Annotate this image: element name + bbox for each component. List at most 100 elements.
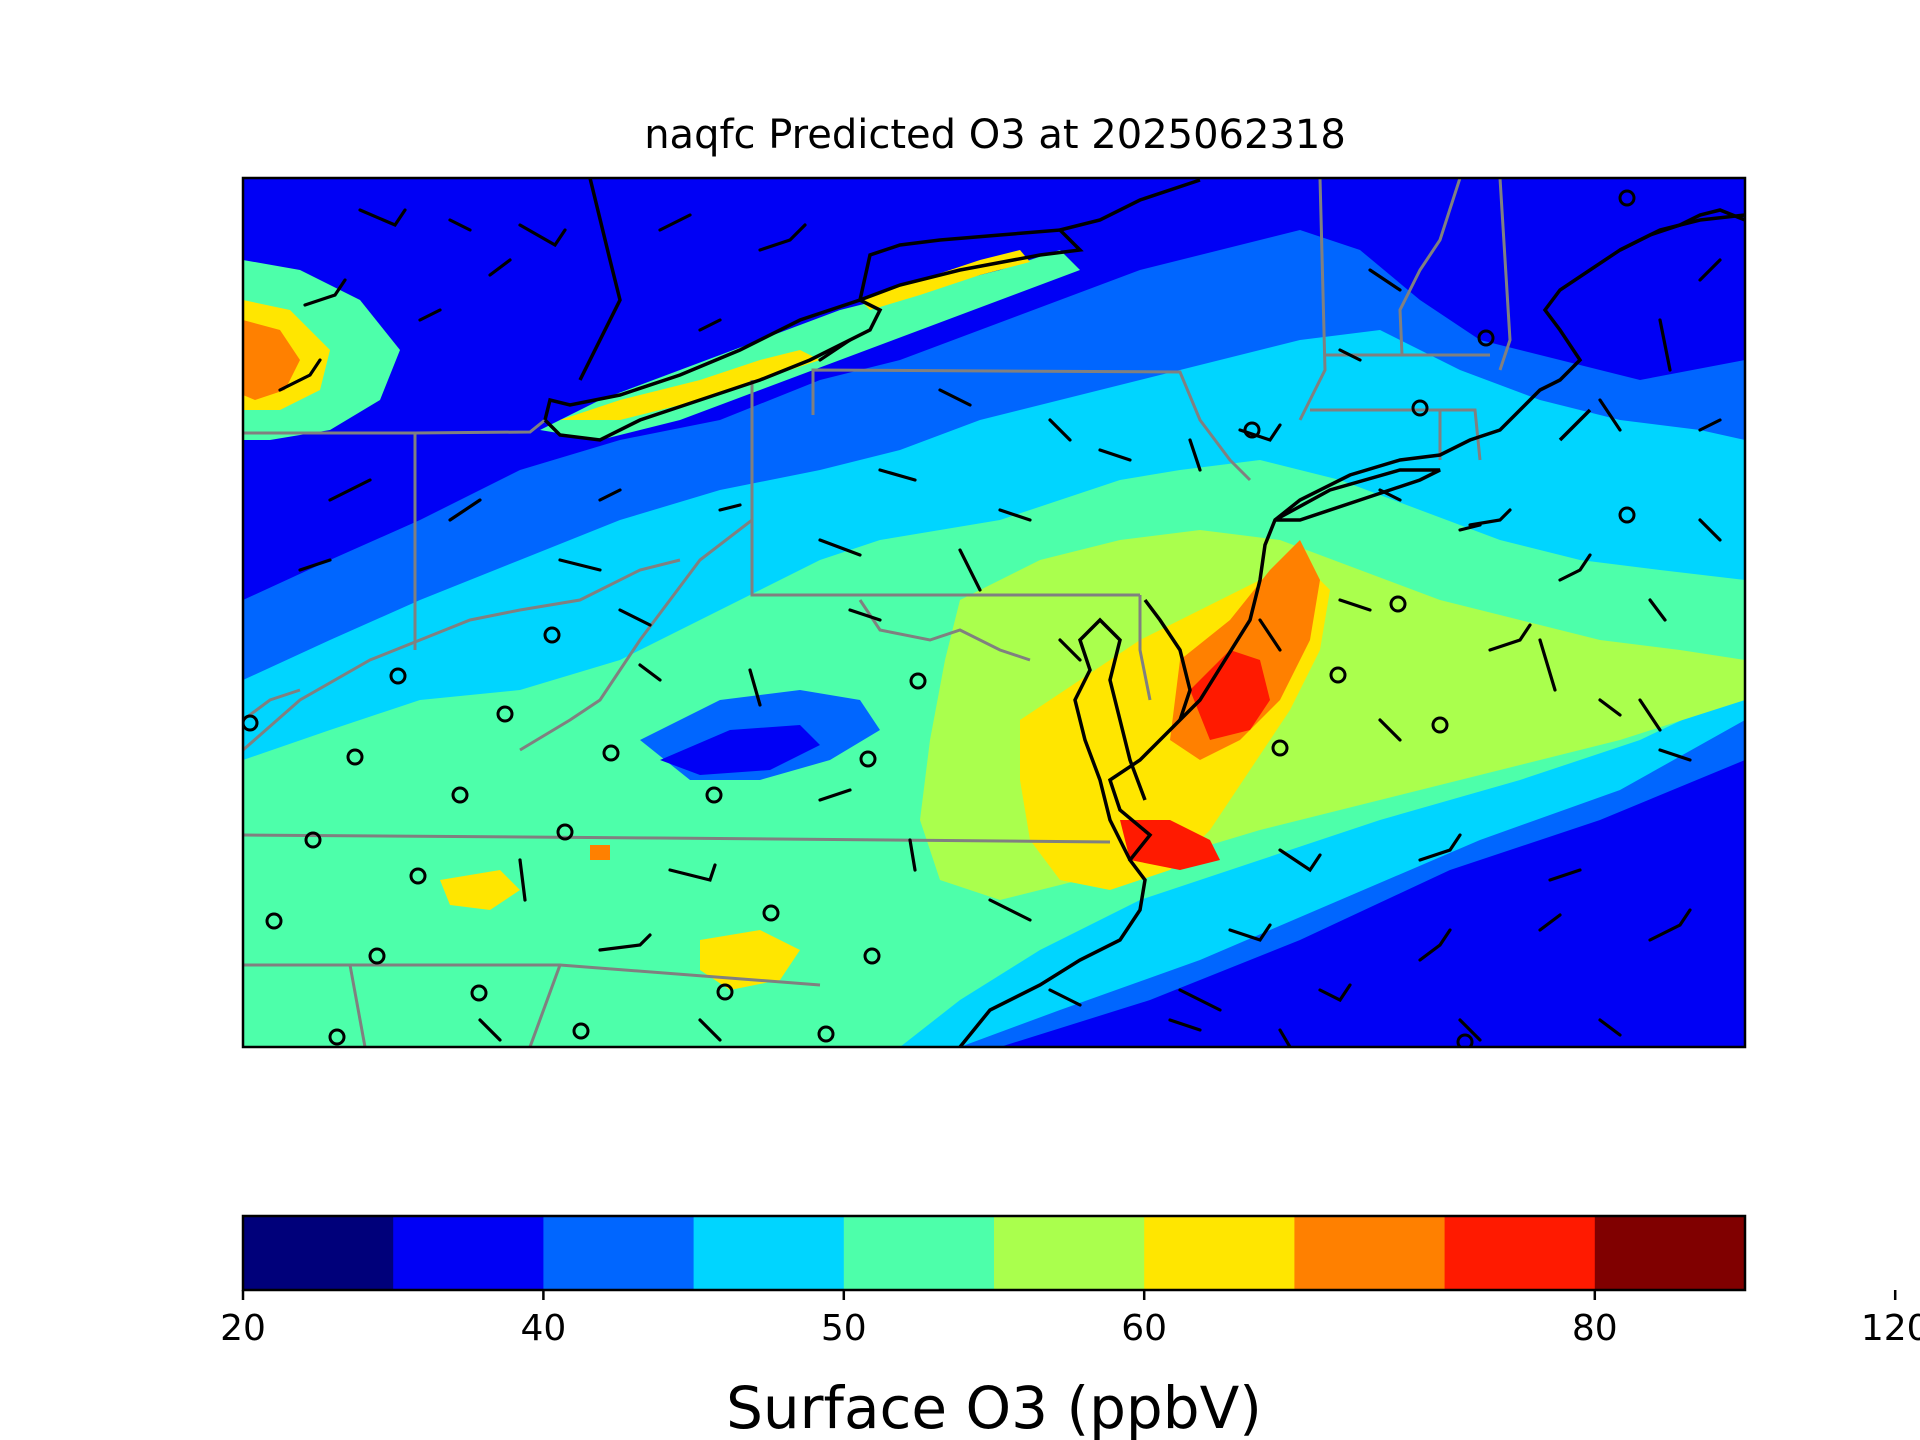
wind-barb: [848, 608, 882, 622]
wind-barb: [1598, 1018, 1622, 1037]
colorbar-segment: [243, 1216, 394, 1290]
wind-barbs: [278, 208, 1722, 1047]
calm-marker: [496, 705, 514, 723]
colorbar-segment: [1444, 1216, 1596, 1290]
calm-marker: [1411, 399, 1429, 417]
colorbar-tick-label: 50: [821, 1308, 867, 1349]
calm-marker: [1456, 1033, 1474, 1047]
ozone-field-region: [560, 350, 820, 420]
wind-barb: [1698, 258, 1722, 282]
calm-marker: [762, 904, 780, 922]
wind-barb: [1098, 448, 1132, 462]
chesapeake-bay-shore: [1073, 617, 1147, 861]
wind-barb: [1188, 438, 1202, 472]
calm-marker: [368, 947, 386, 965]
calm-marker: [409, 867, 427, 885]
state-border: [858, 599, 1031, 662]
wind-barb: [1048, 988, 1082, 1007]
wind-barb: [1548, 868, 1582, 882]
calm-marker: [543, 626, 561, 644]
calm-marker: [328, 1028, 346, 1046]
calm-marker: [863, 947, 881, 965]
wind-barb: [618, 608, 652, 627]
wind-barb: [1658, 318, 1672, 372]
ozone-field: [243, 230, 1745, 1047]
wind-barb: [1648, 598, 1667, 622]
long-island-shore: [1274, 468, 1441, 522]
state-border: [243, 833, 1111, 844]
wind-barb: [1228, 923, 1272, 942]
calm-marker: [304, 831, 322, 849]
state-border: [1398, 178, 1462, 356]
wind-barb: [1598, 698, 1622, 717]
wind-barb: [328, 478, 372, 502]
wind-barb: [1378, 488, 1402, 502]
lake-erie-shore: [543, 298, 883, 442]
wind-barb: [1318, 983, 1352, 1003]
calm-marker: [1477, 329, 1495, 347]
colorbar: 20 40 50 60 80 120 Surface O3 (ppbV): [220, 1214, 1920, 1440]
colorbar-frame: [241, 1214, 1747, 1292]
state-border: [243, 418, 546, 435]
st-lawrence-shore: [1059, 178, 1201, 232]
colorbar-segment: [543, 1216, 695, 1290]
calm-marker: [451, 786, 469, 804]
wind-barb: [958, 548, 982, 592]
wind-barb: [1168, 1018, 1202, 1032]
colorbar-segment: [693, 1216, 845, 1290]
calm-marker: [859, 750, 877, 768]
wind-barb: [1058, 638, 1082, 662]
wind-barb: [1638, 698, 1662, 732]
wind-barb: [698, 318, 722, 332]
wind-barb: [418, 308, 442, 322]
wind-barb: [478, 1018, 502, 1042]
calm-markers: [243, 189, 1636, 1047]
ozone-field-region: [440, 870, 520, 910]
wind-barb: [758, 223, 807, 252]
maine-coast: [1619, 208, 1745, 252]
wind-barb: [908, 838, 917, 872]
calm-marker: [346, 748, 364, 766]
wind-barb: [1598, 398, 1622, 432]
wind-barb: [448, 218, 472, 232]
wind-barb: [1418, 928, 1452, 962]
map-title: naqfc Predicted O3 at 2025062318: [644, 112, 1346, 158]
wind-barb: [278, 358, 322, 392]
wind-barb: [1458, 1018, 1482, 1042]
colorbar-tick-label: 80: [1572, 1308, 1618, 1349]
colorbar-segments: [243, 1216, 1746, 1290]
wind-barb: [1658, 748, 1692, 762]
colorbar-tick-label: 20: [220, 1308, 266, 1349]
wind-barb: [558, 558, 602, 572]
colorbar-segment: [994, 1216, 1145, 1290]
map-frame: [241, 176, 1747, 1049]
wind-barb: [1048, 418, 1072, 442]
colorbar-segment: [1594, 1216, 1746, 1290]
state-border: [1498, 178, 1512, 371]
wind-barb: [1468, 508, 1512, 527]
coastlines: [543, 178, 1745, 1047]
wind-barb: [1278, 1028, 1292, 1047]
wind-barb: [518, 223, 567, 248]
wind-barb: [488, 258, 512, 277]
wind-barb: [303, 278, 347, 307]
wind-barb: [1238, 423, 1282, 442]
wind-barb: [1278, 848, 1322, 873]
calm-marker: [1618, 506, 1636, 524]
wind-barb: [638, 663, 662, 682]
calm-marker: [389, 667, 407, 685]
colorbar-label: Surface O3 (ppbV): [726, 1374, 1262, 1440]
colorbar-segment: [843, 1216, 995, 1290]
wind-barb: [938, 388, 972, 407]
wind-barb: [1698, 418, 1722, 432]
wind-barb: [698, 1018, 722, 1042]
wind-barb: [1178, 988, 1222, 1012]
ozone-field-region: [590, 845, 610, 860]
wind-barb: [818, 788, 852, 802]
wind-barb: [1338, 348, 1362, 362]
calm-marker: [909, 672, 927, 690]
state-border: [1298, 178, 1327, 421]
state-border: [243, 688, 301, 722]
state-border: [1138, 595, 1152, 701]
